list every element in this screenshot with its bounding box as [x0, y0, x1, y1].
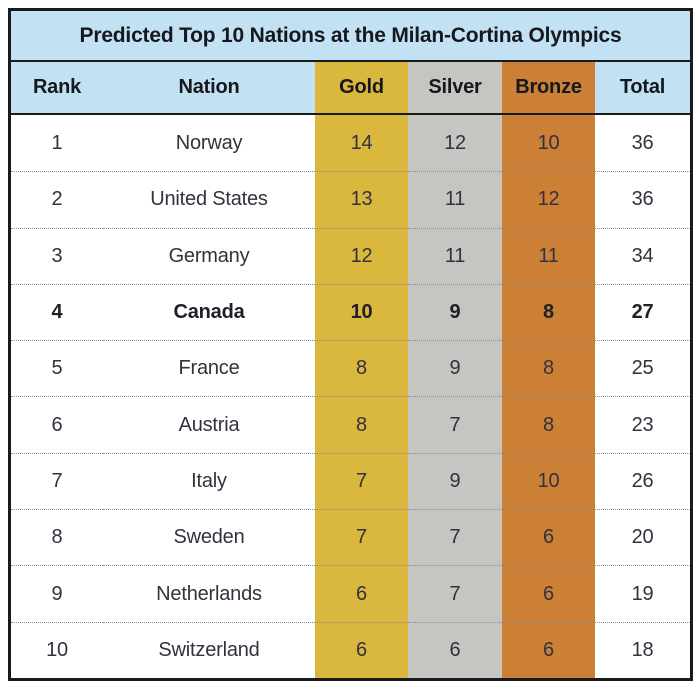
- table-row: 10 Switzerland 6 6 6 18: [11, 621, 690, 678]
- table-header-row: Rank Nation Gold Silver Bronze Total: [11, 62, 690, 115]
- bronze-cell: 6: [502, 621, 595, 678]
- rank-cell: 4: [11, 283, 103, 340]
- table-row: 5 France 8 9 8 25: [11, 340, 690, 397]
- bronze-cell: 6: [502, 565, 595, 622]
- table-row: 3 Germany 12 11 11 34: [11, 227, 690, 284]
- bronze-cell: 11: [502, 227, 595, 284]
- header-bronze: Bronze: [502, 62, 595, 113]
- table-row: 4 Canada 10 9 8 27: [11, 283, 690, 341]
- table-row: 9 Netherlands 6 7 6 19: [11, 565, 690, 622]
- total-cell: 18: [595, 621, 690, 678]
- silver-cell: 6: [408, 621, 502, 678]
- total-cell: 20: [595, 509, 690, 565]
- table-row: 7 Italy 7 9 10 26: [11, 452, 690, 510]
- header-gold: Gold: [315, 62, 408, 113]
- bronze-cell: 6: [502, 509, 595, 566]
- header-silver: Silver: [408, 62, 502, 113]
- table-row: 1 Norway 14 12 10 36: [11, 115, 690, 172]
- bronze-cell: 8: [502, 340, 595, 397]
- table-row: 6 Austria 8 7 8 23: [11, 396, 690, 453]
- total-cell: 34: [595, 227, 690, 284]
- rank-cell: 1: [51, 131, 63, 154]
- total-cell: 26: [595, 452, 690, 509]
- total-cell: 27: [595, 283, 690, 340]
- gold-cell: 13: [315, 171, 408, 228]
- table-row: 8 Sweden 7 7 6 20: [11, 509, 690, 566]
- nation-cell: United States: [103, 171, 315, 227]
- nation-cell: France: [103, 340, 315, 396]
- rank-cell: 3: [11, 227, 103, 284]
- bronze-cell: 12: [502, 171, 595, 228]
- nation-cell: Norway: [175, 131, 243, 154]
- bronze-cell: 10: [502, 115, 595, 172]
- bronze-cell: 8: [502, 283, 595, 341]
- nation-cell: Austria: [103, 396, 315, 452]
- nation-cell: Switzerland: [103, 621, 315, 678]
- nation-cell: Netherlands: [103, 565, 315, 621]
- gold-cell: 14: [315, 115, 408, 172]
- nation-cell: Sweden: [103, 509, 315, 565]
- gold-cell: 12: [315, 227, 408, 284]
- bronze-cell: 10: [502, 452, 595, 510]
- header-nation: Nation: [178, 76, 240, 98]
- nation-cell: Canada: [103, 283, 315, 340]
- total-cell: 36: [631, 131, 654, 154]
- header-total: Total: [619, 76, 666, 98]
- total-cell: 36: [595, 171, 690, 227]
- medal-table: Predicted Top 10 Nations at the Milan-Co…: [8, 8, 693, 681]
- rank-cell: 8: [11, 509, 103, 565]
- nation-cell: Italy: [103, 452, 315, 509]
- nation-cell: Germany: [103, 227, 315, 284]
- rank-cell: 9: [11, 565, 103, 621]
- gold-cell: 10: [315, 283, 408, 341]
- rank-cell: 6: [11, 396, 103, 452]
- silver-cell: 11: [408, 171, 502, 228]
- rank-cell: 7: [11, 452, 103, 509]
- total-cell: 25: [595, 340, 690, 396]
- table-body: 1 Norway 14 12 10 36 2 United States 13 …: [11, 115, 690, 678]
- gold-cell: 8: [315, 340, 408, 397]
- gold-cell: 7: [315, 452, 408, 510]
- silver-cell: 9: [408, 452, 502, 510]
- silver-cell: 7: [408, 509, 502, 566]
- silver-cell: 9: [408, 340, 502, 397]
- table-row: 2 United States 13 11 12 36: [11, 171, 690, 228]
- header-rank: Rank: [32, 76, 82, 98]
- gold-cell: 6: [315, 565, 408, 622]
- rank-cell: 5: [11, 340, 103, 396]
- bronze-cell: 8: [502, 396, 595, 453]
- gold-cell: 8: [315, 396, 408, 453]
- total-cell: 19: [595, 565, 690, 621]
- rank-cell: 2: [11, 171, 103, 227]
- rank-cell: 10: [11, 621, 103, 678]
- silver-cell: 11: [408, 227, 502, 284]
- silver-cell: 12: [408, 115, 502, 172]
- silver-cell: 7: [408, 396, 502, 453]
- silver-cell: 7: [408, 565, 502, 622]
- table-title: Predicted Top 10 Nations at the Milan-Co…: [11, 11, 690, 62]
- gold-cell: 6: [315, 621, 408, 678]
- silver-cell: 9: [408, 283, 502, 341]
- total-cell: 23: [595, 396, 690, 452]
- gold-cell: 7: [315, 509, 408, 566]
